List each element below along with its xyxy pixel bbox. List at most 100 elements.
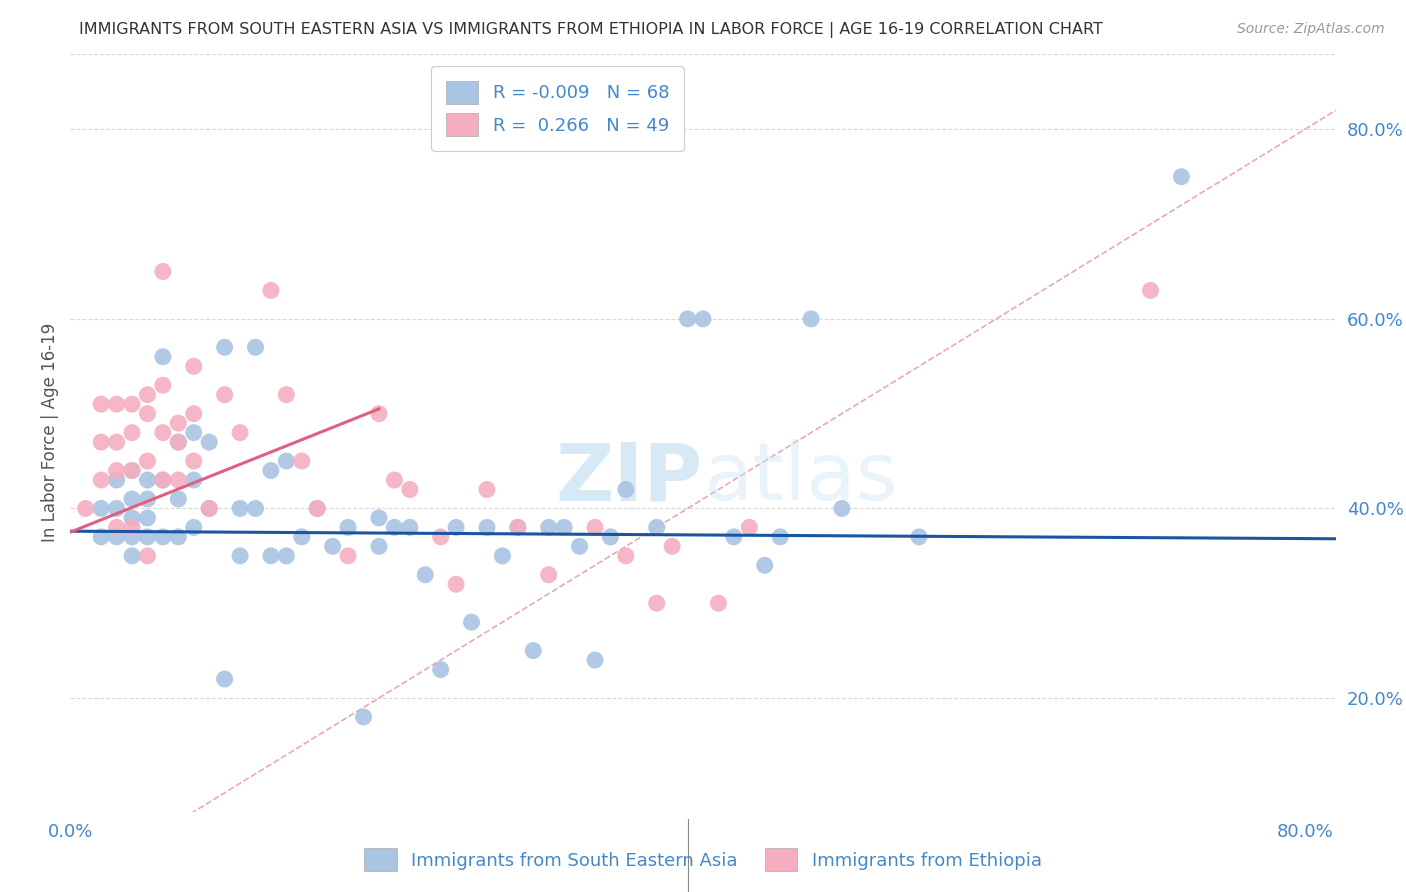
Point — [368, 407, 391, 421]
Point — [429, 530, 451, 544]
Point — [276, 454, 298, 468]
Point — [429, 663, 451, 677]
Point — [506, 520, 529, 534]
Point — [307, 501, 329, 516]
Point — [368, 511, 391, 525]
Text: atlas: atlas — [703, 439, 897, 517]
Point — [537, 520, 560, 534]
Text: IMMIGRANTS FROM SOUTH EASTERN ASIA VS IMMIGRANTS FROM ETHIOPIA IN LABOR FORCE | : IMMIGRANTS FROM SOUTH EASTERN ASIA VS IM… — [79, 22, 1102, 38]
Point — [583, 653, 606, 667]
Legend: Immigrants from South Eastern Asia, Immigrants from Ethiopia: Immigrants from South Eastern Asia, Immi… — [357, 841, 1049, 879]
Point — [1170, 169, 1192, 184]
Point — [105, 435, 128, 450]
Point — [353, 710, 375, 724]
Point — [676, 312, 699, 326]
Point — [152, 378, 174, 392]
Point — [229, 501, 252, 516]
Point — [475, 483, 498, 497]
Point — [260, 284, 283, 298]
Point — [491, 549, 513, 563]
Point — [167, 435, 190, 450]
Point — [121, 397, 143, 411]
Point — [136, 407, 159, 421]
Y-axis label: In Labor Force | Age 16-19: In Labor Force | Age 16-19 — [41, 323, 59, 542]
Point — [183, 473, 205, 487]
Point — [769, 530, 792, 544]
Point — [152, 473, 174, 487]
Point — [105, 473, 128, 487]
Point — [152, 350, 174, 364]
Point — [136, 387, 159, 401]
Point — [167, 435, 190, 450]
Point — [214, 340, 236, 354]
Point — [90, 435, 112, 450]
Point — [136, 530, 159, 544]
Point — [229, 425, 252, 440]
Point — [522, 643, 544, 657]
Point — [276, 387, 298, 401]
Point — [152, 473, 174, 487]
Point — [245, 501, 267, 516]
Point — [167, 530, 190, 544]
Point — [121, 425, 143, 440]
Point — [152, 425, 174, 440]
Point — [198, 501, 221, 516]
Point — [614, 483, 637, 497]
Point — [136, 454, 159, 468]
Point — [800, 312, 823, 326]
Point — [105, 501, 128, 516]
Point — [121, 464, 143, 478]
Point — [136, 549, 159, 563]
Point — [121, 549, 143, 563]
Point — [90, 530, 112, 544]
Point — [90, 473, 112, 487]
Point — [198, 501, 221, 516]
Point — [537, 567, 560, 582]
Point — [307, 501, 329, 516]
Text: ZIP: ZIP — [555, 439, 703, 517]
Point — [831, 501, 853, 516]
Point — [136, 511, 159, 525]
Point — [337, 549, 360, 563]
Point — [291, 530, 314, 544]
Point — [382, 473, 405, 487]
Point — [645, 596, 668, 610]
Point — [506, 520, 529, 534]
Point — [723, 530, 745, 544]
Point — [183, 425, 205, 440]
Point — [214, 387, 236, 401]
Legend: R = -0.009   N = 68, R =  0.266   N = 49: R = -0.009 N = 68, R = 0.266 N = 49 — [432, 66, 683, 151]
Point — [167, 473, 190, 487]
Point — [707, 596, 730, 610]
Text: Source: ZipAtlas.com: Source: ZipAtlas.com — [1237, 22, 1385, 37]
Point — [291, 454, 314, 468]
Point — [90, 397, 112, 411]
Point — [599, 530, 621, 544]
Point — [121, 511, 143, 525]
Point — [568, 539, 591, 553]
Point — [121, 464, 143, 478]
Point — [214, 672, 236, 686]
Point — [398, 483, 420, 497]
Point — [167, 491, 190, 506]
Point — [692, 312, 714, 326]
Point — [337, 520, 360, 534]
Point — [382, 520, 405, 534]
Point — [152, 264, 174, 278]
Point — [229, 549, 252, 563]
Point — [183, 454, 205, 468]
Point — [136, 491, 159, 506]
Point — [398, 520, 420, 534]
Point — [105, 520, 128, 534]
Point — [276, 549, 298, 563]
Point — [661, 539, 683, 553]
Point — [183, 520, 205, 534]
Point — [121, 530, 143, 544]
Point — [75, 501, 97, 516]
Point — [167, 416, 190, 430]
Point — [368, 539, 391, 553]
Point — [908, 530, 931, 544]
Point — [260, 464, 283, 478]
Point — [645, 520, 668, 534]
Point — [475, 520, 498, 534]
